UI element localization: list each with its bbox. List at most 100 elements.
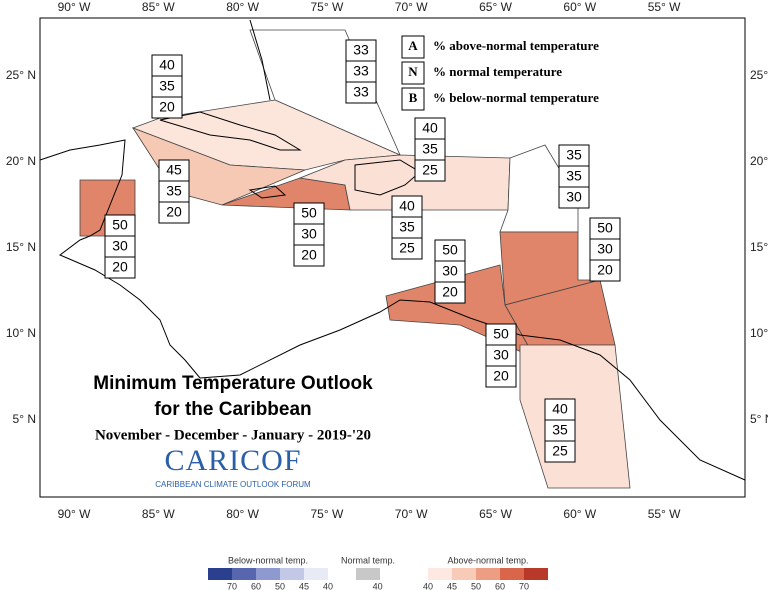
colorbar-tick-label: 45 <box>299 581 309 590</box>
lat-label-right: 25° N <box>750 68 768 82</box>
box-value: 33 <box>353 84 369 100</box>
colorbar-swatch <box>500 568 524 580</box>
lat-label-right: 10° N <box>750 326 768 340</box>
colorbar-swatch <box>476 568 500 580</box>
lat-label-left: 20° N <box>6 154 36 168</box>
key-letter: B <box>409 90 418 105</box>
colorbar-title: Below-normal temp. <box>228 555 308 565</box>
box-cell <box>434 281 466 304</box>
box-value: 33 <box>353 63 369 79</box>
box-value: 30 <box>442 263 458 279</box>
colorbar-tick-label: 40 <box>323 581 333 590</box>
coast-hispaniola <box>354 159 421 196</box>
box-value: 50 <box>442 242 458 258</box>
box-value: 25 <box>422 162 438 178</box>
key-letter: A <box>408 38 418 53</box>
box-value: 50 <box>301 205 317 221</box>
box-value: 50 <box>597 220 613 236</box>
box-cell <box>104 256 136 279</box>
box-value: 40 <box>552 401 568 417</box>
key-letter: N <box>408 64 418 79</box>
lon-label-bottom: 70° W <box>395 507 428 521</box>
box-cell <box>414 159 446 182</box>
coast-cuba <box>159 111 302 151</box>
lon-label-bottom: 60° W <box>563 507 596 521</box>
box-value: 45 <box>166 162 182 178</box>
box-value: 35 <box>399 219 415 235</box>
title-line1: Minimum Temperature Outlook <box>93 373 373 394</box>
key: A % above-normal temperature N % normal tem… <box>401 35 599 111</box>
lon-label-top: 60° W <box>563 0 596 14</box>
colorbar: Below-normal temp. 70 60 50 45 40 Normal temp.… <box>208 555 548 590</box>
colorbar-swatch <box>452 568 476 580</box>
lat-label-left: 5° N <box>13 412 36 426</box>
lon-label-top: 80° W <box>226 0 259 14</box>
box-value: 20 <box>442 284 458 300</box>
key-letter-box <box>401 87 425 111</box>
region-lesser-antilles <box>499 231 601 306</box>
box-value: 25 <box>552 443 568 459</box>
colorbar-tick-label: 70 <box>227 581 237 590</box>
lon-label-bottom: 85° W <box>142 507 175 521</box>
box-value: 35 <box>422 141 438 157</box>
colorbar-title: Above-normal temp. <box>447 555 528 565</box>
colorbar-tick-label: 50 <box>471 581 481 590</box>
coastlines <box>39 19 746 481</box>
box-value: 33 <box>353 42 369 58</box>
title-period: November - December - January - 2019-'20 <box>95 427 371 443</box>
box-value: 30 <box>493 347 509 363</box>
box-value: 40 <box>399 198 415 214</box>
box-cell <box>485 365 517 388</box>
box-cell <box>158 201 190 224</box>
key-text: % above-normal temperature <box>433 38 599 53</box>
lon-label-bottom: 65° W <box>479 507 512 521</box>
box-cell <box>391 237 423 260</box>
box-value: 25 <box>399 240 415 256</box>
colorbar-swatch <box>428 568 452 580</box>
lon-label-top: 85° W <box>142 0 175 14</box>
lon-label-top: 70° W <box>395 0 428 14</box>
coast-jamaica <box>248 185 287 199</box>
colorbar-tick-label: 60 <box>495 581 505 590</box>
key-text: % below-normal temperature <box>433 90 599 105</box>
box-value: 35 <box>552 422 568 438</box>
box-value: 20 <box>301 247 317 263</box>
key-letter-box <box>401 61 425 85</box>
lon-label-top: 55° W <box>648 0 681 14</box>
lat-label-left: 15° N <box>6 240 36 254</box>
lat-label-right: 20° N <box>750 154 768 168</box>
lon-label-top: 75° W <box>310 0 343 14</box>
lat-label-left: 25° N <box>6 68 36 82</box>
colorbar-swatch <box>356 568 380 580</box>
box-value: 50 <box>112 217 128 233</box>
box-value: 20 <box>159 99 175 115</box>
box-value: 35 <box>566 168 582 184</box>
colorbar-tick-label: 70 <box>519 581 529 590</box>
box-value: 30 <box>301 226 317 242</box>
colorbar-tick-label: 45 <box>447 581 457 590</box>
logo-subtitle: CARIBBEAN CLIMATE OUTLOOK FORUM <box>155 480 311 489</box>
colorbar-swatch <box>208 568 232 580</box>
key-letter-box <box>401 35 425 59</box>
colorbar-tick-label: 40 <box>423 581 433 590</box>
lat-label-right: 5° N <box>750 412 768 426</box>
lat-label-left: 10° N <box>6 326 36 340</box>
colorbar-tick-label: 40 <box>373 581 383 590</box>
lat-label-right: 15° N <box>750 240 768 254</box>
box-value: 40 <box>422 120 438 136</box>
box-value: 20 <box>597 262 613 278</box>
coast-central-america <box>39 139 201 379</box>
box-value: 20 <box>493 368 509 384</box>
box-value: 40 <box>159 57 175 73</box>
box-cell <box>558 186 590 209</box>
box-cell <box>293 244 325 267</box>
box-value: 35 <box>566 147 582 163</box>
colorbar-tick-label: 60 <box>251 581 261 590</box>
colorbar-swatch <box>304 568 328 580</box>
lon-label-top: 65° W <box>479 0 512 14</box>
box-cell <box>151 96 183 119</box>
logo-name: CARICOF <box>164 444 301 477</box>
forecast-boxes: 40 35 20 33 33 33 40 35 25 35 35 30 45 35 20 50 30 20 50 30… <box>104 39 621 463</box>
key-text: % normal temperature <box>433 64 562 79</box>
